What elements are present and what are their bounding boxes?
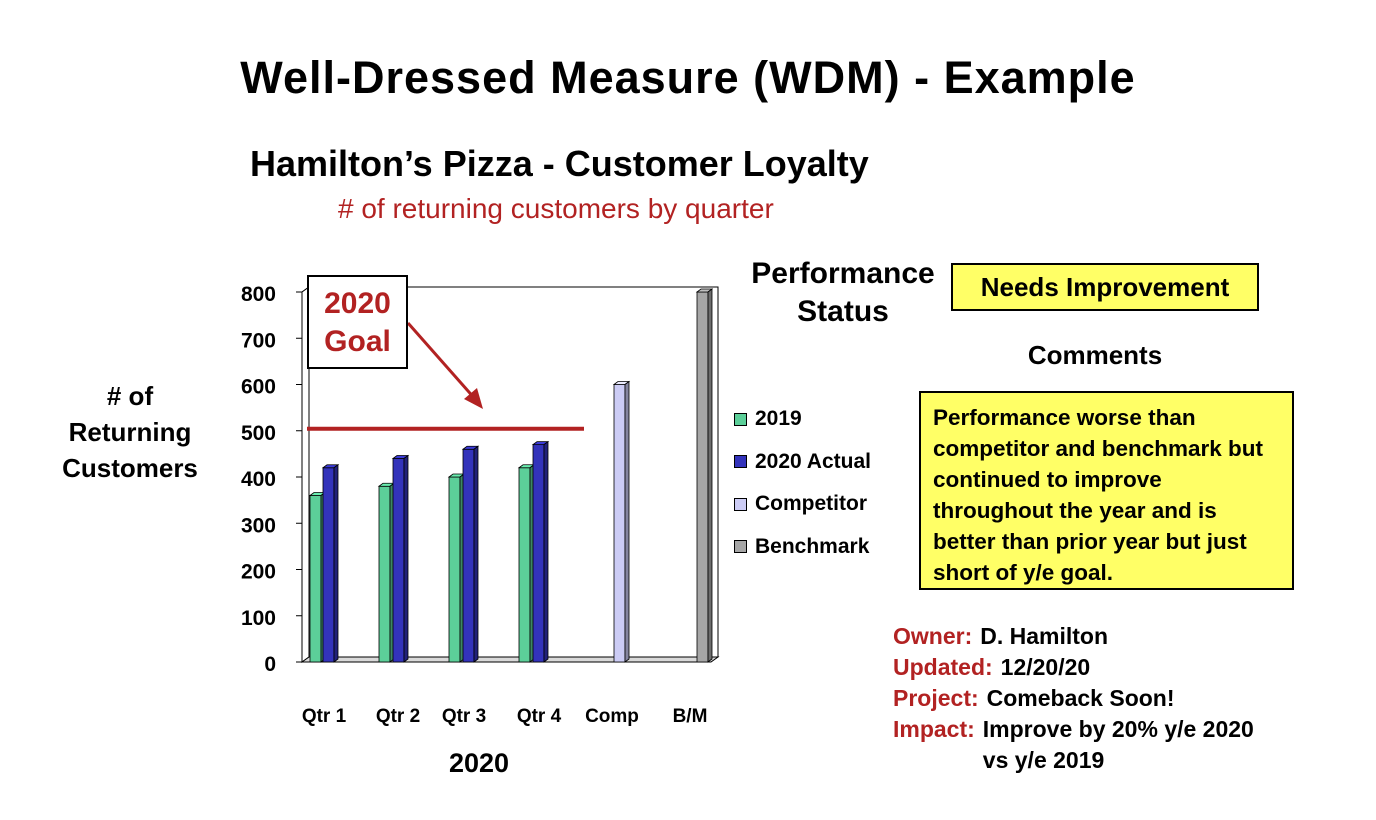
y-tick-label: 200 <box>241 561 276 584</box>
bar-side <box>473 445 479 663</box>
updated-label: Updated: <box>893 654 993 680</box>
measure-metadata: Owner: D. Hamilton Updated: 12/20/20 Pro… <box>893 621 1254 776</box>
bar <box>448 476 461 663</box>
goal-annotation-line: 2020 <box>324 287 391 320</box>
comments-label: Comments <box>1027 340 1163 370</box>
updated-row: Updated: 12/20/20 <box>893 652 1254 683</box>
performance-label-line: Status <box>797 295 889 328</box>
updated-value: 12/20/20 <box>1000 654 1091 680</box>
chart-title: Hamilton’s Pizza - Customer Loyalty <box>250 143 869 184</box>
project-value: Comeback Soon! <box>986 685 1175 711</box>
x-tick-label: Qtr 2 <box>376 706 420 727</box>
x-tick-label: Qtr 1 <box>302 706 347 727</box>
legend-item-2020-actual: 2020 Actual <box>734 441 871 484</box>
y-tick-label: 800 <box>241 283 276 306</box>
owner-value: D. Hamilton <box>980 623 1109 649</box>
goal-arrow-shaft <box>406 322 478 401</box>
legend-swatch <box>734 497 747 511</box>
slide-title: Well-Dressed Measure (WDM) - Example <box>240 52 1136 103</box>
y-tick-label: 0 <box>264 653 276 676</box>
bar <box>532 444 545 663</box>
y-tick-label: 100 <box>241 607 276 630</box>
legend-label: Competitor <box>755 492 867 516</box>
y-tick-label: 500 <box>241 422 276 445</box>
legend-label: 2019 <box>755 407 802 431</box>
bar-side <box>403 454 409 663</box>
bar-side <box>707 288 713 663</box>
bar-side <box>543 440 549 663</box>
x-tick-label: Qtr 3 <box>442 706 486 727</box>
y-axis-label-line: Customers <box>62 453 198 483</box>
y-tick-label: 700 <box>241 329 276 352</box>
chart-legend: 2019 2020 Actual Competitor Benchmark <box>734 398 871 568</box>
y-axis-label: # of Returning Customers <box>40 378 220 486</box>
bar <box>322 467 335 663</box>
performance-label-line: Performance <box>751 257 935 290</box>
status-badge: Needs Improvement <box>951 263 1259 311</box>
y-axis-label-line: # of <box>106 381 154 411</box>
comments-box: Performance worse than competitor and be… <box>919 391 1294 590</box>
chart-subtitle: # of returning customers by quarter <box>338 193 774 224</box>
legend-swatch <box>734 455 747 469</box>
bar-side <box>624 380 630 663</box>
x-axis-label: 2020 <box>449 748 510 778</box>
bar <box>462 448 475 663</box>
y-tick-label: 300 <box>241 514 276 537</box>
bar <box>309 495 322 663</box>
performance-status-label: Performance Status <box>742 255 944 331</box>
legend-item-competitor: Competitor <box>734 483 871 526</box>
plot-floor <box>300 656 720 663</box>
goal-annotation-line: Goal <box>324 325 391 358</box>
bar <box>696 291 709 663</box>
legend-label: 2020 Actual <box>755 449 871 473</box>
x-tick-label: Comp <box>585 706 639 727</box>
bar <box>392 458 405 663</box>
owner-label: Owner: <box>893 623 973 649</box>
legend-item-2019: 2019 <box>734 398 871 441</box>
x-tick-label: B/M <box>673 706 708 727</box>
bar-side <box>333 463 339 663</box>
bar <box>518 467 531 663</box>
x-tick-label: Qtr 4 <box>517 706 562 727</box>
impact-value-line: vs y/e 2019 <box>982 747 1105 773</box>
legend-swatch <box>734 540 747 554</box>
impact-row: Impact: Improve by 20% y/e 2020 vs y/e 2… <box>893 714 1254 776</box>
legend-label: Benchmark <box>755 534 870 558</box>
y-axis-label-line: Returning <box>68 417 192 447</box>
project-label: Project: <box>893 685 979 711</box>
legend-swatch <box>734 412 747 426</box>
goal-annotation: 2020 Goal <box>307 275 408 369</box>
impact-label: Impact: <box>893 716 975 742</box>
legend-item-benchmark: Benchmark <box>734 526 871 569</box>
y-tick-label: 600 <box>241 376 276 399</box>
y-tick-label: 400 <box>241 468 276 491</box>
impact-value: Improve by 20% y/e 2020 vs y/e 2019 <box>983 714 1254 776</box>
project-row: Project: Comeback Soon! <box>893 683 1254 714</box>
owner-row: Owner: D. Hamilton <box>893 621 1254 652</box>
goal-arrow-head <box>464 388 483 409</box>
bar <box>378 485 391 663</box>
impact-value-line: Improve by 20% y/e 2020 <box>982 716 1254 742</box>
bar <box>613 384 626 663</box>
